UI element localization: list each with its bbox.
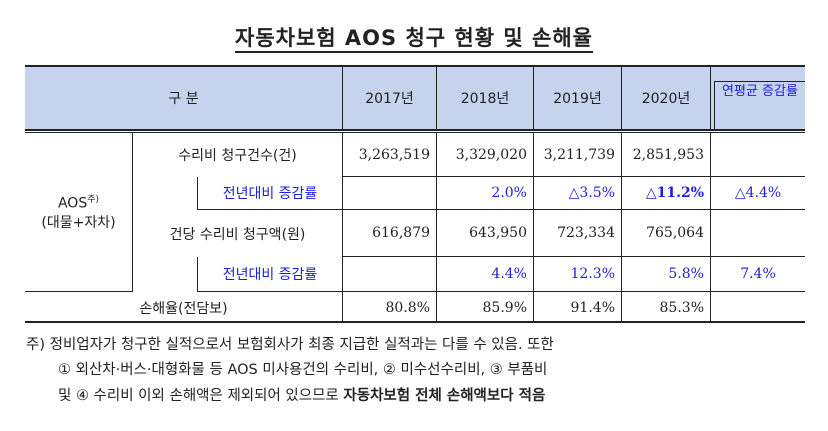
row-avg (711, 133, 805, 177)
row-avg: 7.4% (711, 257, 805, 292)
row-value: △3.5% (534, 177, 622, 210)
row-label: 손해율(전담보) (25, 292, 343, 323)
row-value: 3,263,519 (343, 133, 437, 177)
row-value: 91.4% (534, 292, 622, 323)
header-year: 2018년 (437, 67, 534, 130)
footnote-line-2: ① 외산차·버스·대형화물 등 AOS 미사용건의 수리비, ② 미수선수리비,… (58, 362, 548, 378)
row-value: 3,329,020 (437, 133, 534, 177)
row-label-spacer (133, 257, 198, 292)
row-avg (711, 210, 805, 257)
group-sublabel: (대물+자차) (41, 214, 116, 231)
row-value: 85.9% (437, 292, 534, 323)
row-value (343, 177, 437, 210)
row-label: 수리비 청구건수(건) (133, 133, 343, 177)
row-value: 723,334 (534, 210, 622, 257)
header-avg-cell: 연평균 증감률 (711, 67, 805, 130)
page-title: 자동차보험 AOS 청구 현황 및 손해율 (0, 22, 828, 53)
row-label-spacer (133, 177, 198, 210)
row-value: 5.8% (622, 257, 711, 292)
row-value: 80.8% (343, 292, 437, 323)
header-avg-growth: 연평균 증감률 (714, 81, 805, 130)
row-value: 85.3% (622, 292, 711, 323)
header-year: 2019년 (534, 67, 622, 130)
footnote-line-3: 및 ④ 수리비 이외 손해액은 제외되어 있으므로 자동차보험 전체 손해액보다… (58, 388, 546, 404)
row-label: 전년대비 증감률 (198, 257, 343, 292)
header-year: 2020년 (622, 67, 711, 130)
header-year: 2017년 (343, 67, 437, 130)
row-value: △11.2% (622, 177, 711, 210)
row-value: 2,851,953 (622, 133, 711, 177)
row-label: 건당 수리비 청구액(원) (133, 210, 343, 257)
footnote-line-1: 주) 정비업자가 청구한 실적으로서 보험회사가 최종 지급한 실적과는 다를 … (26, 337, 554, 353)
row-avg (711, 292, 805, 323)
group-label: AOS주) (57, 195, 100, 212)
row-value: 12.3% (534, 257, 622, 292)
row-label: 전년대비 증감률 (198, 177, 343, 210)
aos-claims-table: 구 분 2017년 2018년 2019년 2020년 연평균 증감률 AOS주) (대물+자… (25, 65, 805, 323)
row-value: 643,950 (437, 210, 534, 257)
row-value: 4.4% (437, 257, 534, 292)
row-value (343, 257, 437, 292)
row-value: 2.0% (437, 177, 534, 210)
row-avg: △4.4% (711, 177, 805, 210)
row-value: 3,211,739 (534, 133, 622, 177)
group-aos-cell: AOS주) (대물+자차) (25, 133, 133, 292)
header-divider (25, 130, 805, 133)
header-category: 구 분 (25, 67, 343, 130)
row-value: 616,879 (343, 210, 437, 257)
row-value: 765,064 (622, 210, 711, 257)
